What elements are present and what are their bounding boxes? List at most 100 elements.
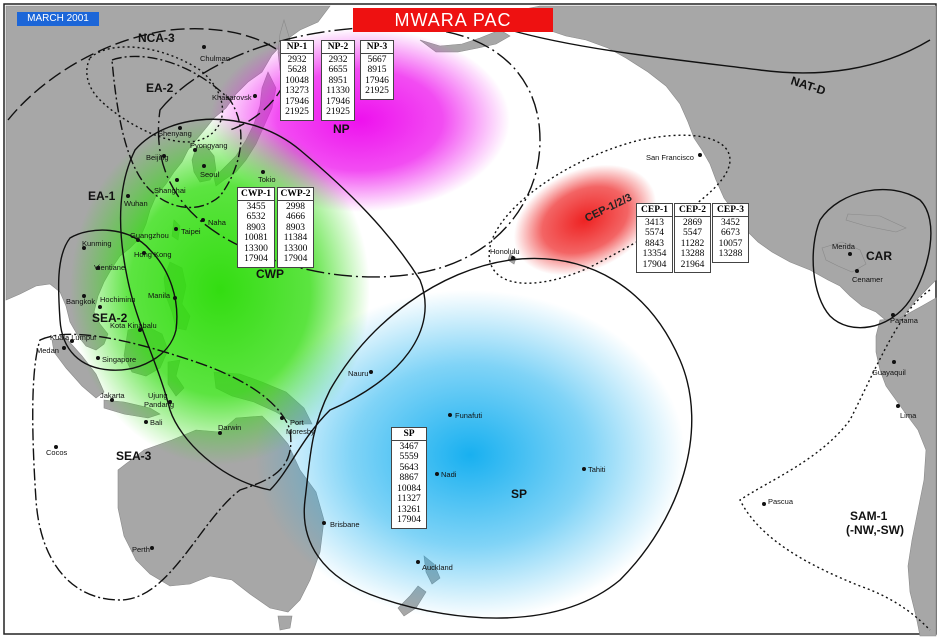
city-dot	[201, 218, 205, 222]
city-label: Darwin	[218, 423, 241, 432]
boundary-cwp	[119, 118, 426, 491]
freq-value: 17904	[642, 259, 667, 270]
freq-value: 6673	[721, 228, 740, 238]
city-dot	[144, 420, 148, 424]
city-dots	[54, 45, 900, 564]
city-dot	[435, 472, 439, 476]
city-dot	[162, 154, 166, 158]
map-title: MWARA PAC	[353, 8, 553, 32]
city-label: Honolulu	[490, 247, 520, 256]
region-label-car: CAR	[866, 249, 892, 263]
city-dot	[416, 560, 420, 564]
city-dot	[175, 178, 179, 182]
freq-table-np3: NP-3 5667 8915 17946 21925	[360, 40, 394, 100]
freq-value: 3455	[246, 201, 266, 212]
region-label-sea2: SEA-2	[92, 311, 128, 325]
freq-value: 6532	[246, 212, 266, 222]
city-dot	[582, 467, 586, 471]
city-dot	[62, 346, 66, 350]
freq-value: 11330	[326, 86, 350, 96]
city-label: Tahiti	[588, 465, 606, 474]
freq-value: 17904	[397, 515, 421, 525]
boundary-sea2	[57, 229, 178, 371]
city-label: Naha	[208, 218, 227, 227]
city-label: Guangzhou	[130, 231, 169, 240]
freq-value: 8843	[645, 238, 664, 249]
city-dot	[70, 339, 74, 343]
freq-value: 11282	[680, 238, 705, 249]
city-dot	[142, 251, 146, 255]
city-dot	[855, 269, 859, 273]
freq-value: 11384	[283, 233, 308, 243]
freq-value: 6655	[328, 65, 348, 75]
city-label: Kunming	[82, 239, 112, 248]
freq-table-cwp1: CWP-1 3455 6532 8903 10081 13300 17904	[237, 187, 275, 268]
city-label: Brisbane	[330, 520, 360, 529]
city-dot	[202, 45, 206, 49]
city-dot	[896, 404, 900, 408]
city-dot	[280, 416, 284, 420]
freq-value: 17946	[326, 96, 350, 107]
city-dot	[762, 502, 766, 506]
region-label-sp: SP	[511, 487, 527, 501]
city-dot	[848, 252, 852, 256]
city-labels: Chulman Khabarovsk Shenyang Pyongyang Be…	[36, 54, 919, 572]
freq-value: 5559	[399, 452, 419, 462]
city-label: Kuala Lumpur	[50, 333, 97, 342]
freq-value: 17946	[365, 75, 389, 86]
city-dot	[138, 328, 142, 332]
freq-value: 2998	[286, 201, 305, 212]
boundary-nca3	[7, 28, 291, 131]
boundary-sp	[303, 257, 693, 619]
city-dot	[168, 400, 172, 404]
freq-value: 13300	[244, 243, 268, 254]
city-label: Shenyang	[158, 129, 192, 138]
boundary-ea1	[111, 55, 242, 209]
city-label: Hong Kong	[134, 250, 172, 259]
freq-value: 13354	[642, 249, 667, 259]
freq-value: 5667	[367, 54, 387, 65]
city-label: Kota Kinabalu	[110, 321, 157, 330]
city-label: Medan	[36, 346, 59, 355]
city-label: Port	[290, 418, 305, 427]
city-dot	[54, 445, 58, 449]
freq-value: 2932	[287, 54, 307, 65]
city-dot	[150, 546, 154, 550]
freq-value: 13288	[680, 249, 705, 259]
freq-value: 17904	[244, 254, 268, 264]
city-dot	[82, 246, 86, 250]
boundary-sam1	[739, 289, 931, 631]
city-label: Moresby	[286, 427, 315, 436]
boundary-ea2	[86, 46, 224, 143]
city-dot	[253, 94, 257, 98]
freq-table-cep2: CEP-2 2869 5547 11282 13288 21964	[674, 203, 711, 273]
landmass-yucatan	[821, 241, 867, 273]
freq-value: 21925	[285, 107, 309, 117]
city-label: Guayaquil	[872, 368, 906, 377]
freq-table-header: CWP-2	[278, 189, 313, 201]
city-dot	[178, 126, 182, 130]
city-label: Wuhan	[124, 199, 148, 208]
freq-value: 5547	[683, 228, 702, 238]
landmass-cuba	[845, 213, 907, 233]
city-dot	[96, 356, 100, 360]
landmass-tasmania	[277, 615, 293, 631]
city-dot	[891, 313, 895, 317]
city-label: Taipei	[181, 227, 201, 236]
freq-value: 4666	[286, 212, 305, 222]
freq-value: 13273	[285, 86, 309, 96]
freq-table-header: NP-1	[281, 42, 313, 54]
city-dot	[511, 256, 515, 260]
landmass-north-america	[499, 5, 937, 323]
city-dot	[202, 164, 206, 168]
freq-value: 17946	[285, 96, 309, 107]
freq-table-sp: SP 3467 5559 5643 8867 10084 11327 13261 17904	[391, 427, 427, 529]
freq-value: 8903	[246, 222, 266, 233]
freq-value: 3413	[645, 217, 664, 228]
region-label-ea2: EA-2	[146, 81, 174, 95]
city-label: Pascua	[768, 497, 794, 506]
city-dot	[261, 170, 265, 174]
city-label: Bali	[150, 418, 163, 427]
